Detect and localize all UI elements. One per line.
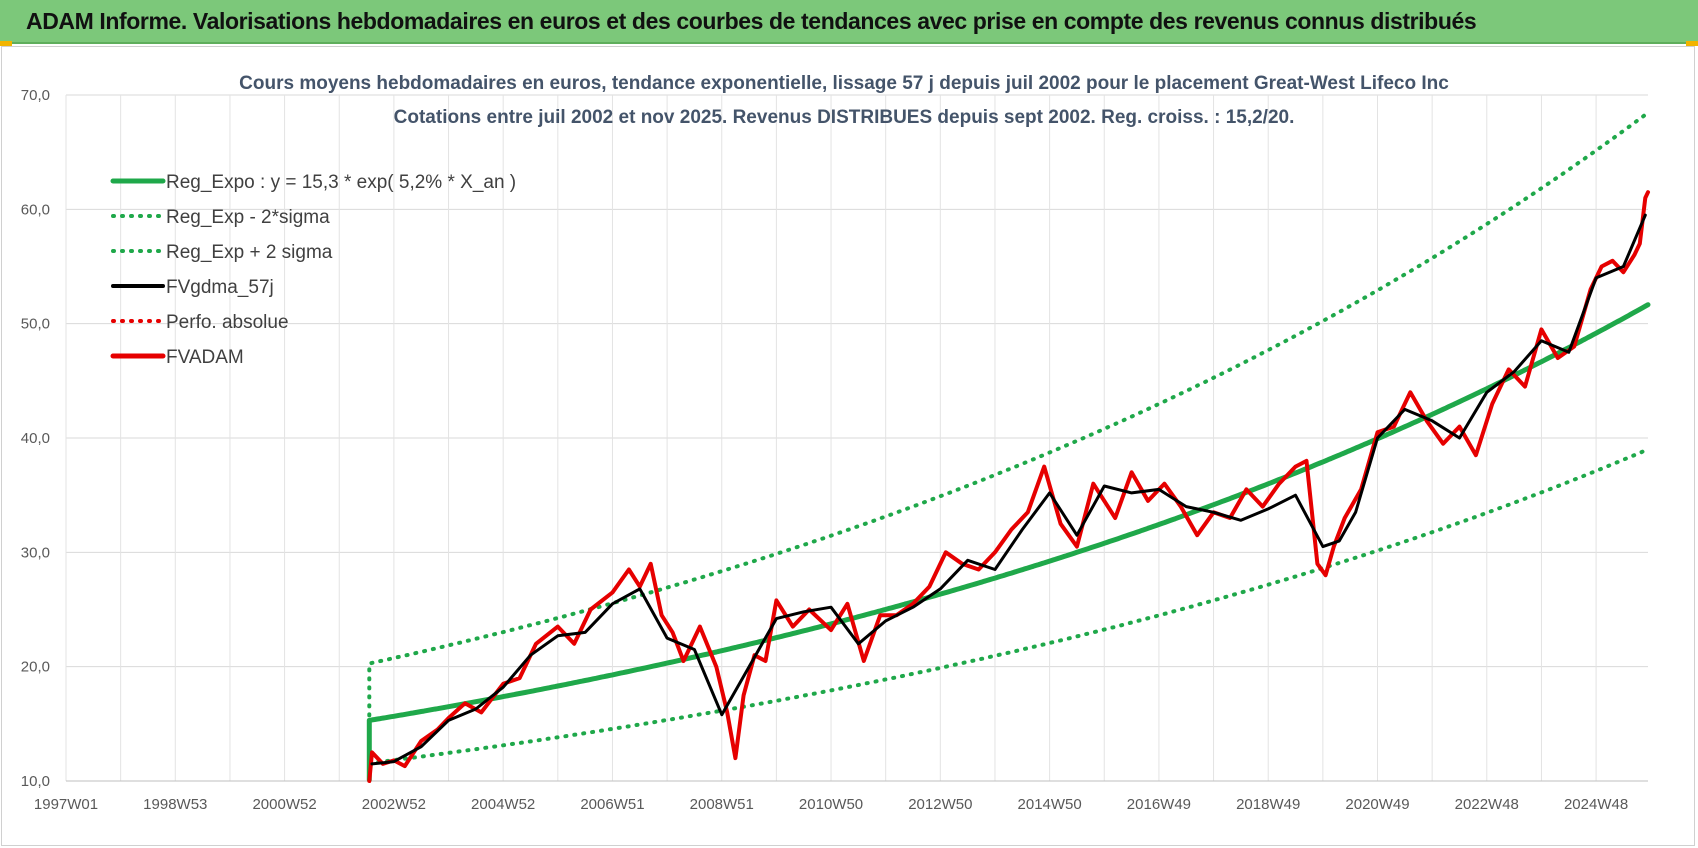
y-tick-label: 30,0	[21, 544, 50, 561]
chart-subtitle: Cotations entre juil 2002 et nov 2025. R…	[394, 107, 1295, 128]
y-tick-label: 10,0	[21, 773, 50, 790]
x-tick-label: 1997W01	[34, 796, 98, 813]
x-tick-label: 2006W51	[580, 796, 644, 813]
legend: Reg_Expo : y = 15,3 * exp( 5,2% * X_an )…	[110, 172, 516, 368]
chart-frame	[1, 46, 1695, 846]
grid-lines	[65, 94, 1648, 782]
series-line-5	[367, 190, 1650, 783]
y-tick-label: 50,0	[21, 316, 50, 333]
x-tick-label: 2010W50	[799, 796, 863, 813]
banner-title: ADAM Informe. Valorisations hebdomadaire…	[26, 8, 1477, 34]
series-line-1	[367, 447, 1650, 766]
legend-label: Reg_Exp + 2 sigma	[166, 242, 333, 263]
x-tick-label: 1998W53	[143, 796, 207, 813]
x-tick-label: 2020W49	[1345, 796, 1409, 813]
series-lines	[366, 110, 1651, 783]
legend-label: Reg_Exp - 2*sigma	[166, 207, 330, 228]
legend-label: Reg_Expo : y = 15,3 * exp( 5,2% * X_an )	[166, 172, 516, 193]
series-line-2	[367, 110, 1650, 745]
x-tick-label: 2022W48	[1455, 796, 1519, 813]
chart-title: Cours moyens hebdomadaires en euros, ten…	[239, 73, 1449, 94]
x-tick-label: 2008W51	[690, 796, 754, 813]
series-line-3	[370, 213, 1647, 766]
x-tick-label: 2014W50	[1018, 796, 1082, 813]
series-line-0	[366, 302, 1651, 783]
legend-label: Perfo. absolue	[166, 312, 289, 333]
x-tick-label: 2024W48	[1564, 796, 1628, 813]
y-tick-label: 70,0	[21, 87, 50, 104]
corner-marker-right	[1686, 41, 1698, 46]
legend-label: FVgdma_57j	[166, 277, 274, 298]
header-banner: ADAM Informe. Valorisations hebdomadaire…	[0, 0, 1698, 44]
corner-marker-left	[0, 41, 12, 46]
y-tick-label: 60,0	[21, 201, 50, 218]
legend-label: FVADAM	[166, 347, 244, 368]
x-tick-label: 2002W52	[362, 796, 426, 813]
x-tick-label: 2012W50	[908, 796, 972, 813]
x-tick-label: 2016W49	[1127, 796, 1191, 813]
y-tick-label: 40,0	[21, 430, 50, 447]
x-axis-ticks: 1997W01 1998W53 2000W52 2002W52 2004W52 2006W…	[34, 796, 1628, 813]
y-tick-label: 20,0	[21, 659, 50, 676]
y-axis-ticks: 10,0 20,0 30,0 40,0 50,0 60,0 70,0	[21, 87, 50, 790]
x-tick-label: 2000W52	[252, 796, 316, 813]
x-tick-label: 2018W49	[1236, 796, 1300, 813]
x-tick-label: 2004W52	[471, 796, 535, 813]
